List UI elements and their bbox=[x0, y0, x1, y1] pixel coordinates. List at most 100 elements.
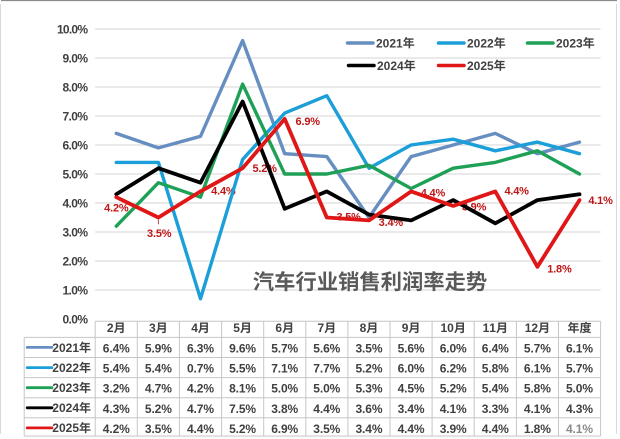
svg-text:1.0%: 1.0% bbox=[63, 283, 89, 297]
svg-text:3.8%: 3.8% bbox=[271, 402, 298, 416]
svg-text:11: 11 bbox=[483, 321, 497, 335]
svg-text:6: 6 bbox=[275, 321, 282, 335]
svg-text:5.4%: 5.4% bbox=[482, 382, 509, 396]
svg-text:3: 3 bbox=[149, 321, 156, 335]
svg-text:8: 8 bbox=[360, 321, 367, 335]
svg-text:4.0%: 4.0% bbox=[63, 196, 89, 210]
svg-text:5.5%: 5.5% bbox=[229, 362, 256, 376]
svg-text:4.4%: 4.4% bbox=[187, 422, 214, 436]
svg-text:6.4%: 6.4% bbox=[482, 341, 509, 355]
svg-text:2024: 2024 bbox=[52, 401, 79, 415]
svg-text:4.2%: 4.2% bbox=[187, 382, 214, 396]
svg-text:2023: 2023 bbox=[556, 36, 583, 50]
svg-text:4.5%: 4.5% bbox=[398, 382, 425, 396]
svg-text:10: 10 bbox=[441, 321, 455, 335]
svg-text:1.8%: 1.8% bbox=[524, 422, 551, 436]
svg-text:5.7%: 5.7% bbox=[524, 341, 551, 355]
svg-text:2021: 2021 bbox=[376, 36, 403, 50]
svg-text:3.0%: 3.0% bbox=[63, 225, 89, 239]
svg-text:4.1%: 4.1% bbox=[588, 195, 613, 207]
svg-text:4.7%: 4.7% bbox=[187, 402, 214, 416]
svg-text:4.4%: 4.4% bbox=[313, 402, 340, 416]
svg-text:0.0%: 0.0% bbox=[63, 312, 89, 326]
svg-text:4.4%: 4.4% bbox=[504, 186, 529, 198]
svg-text:5.2%: 5.2% bbox=[252, 163, 277, 175]
svg-text:8.0%: 8.0% bbox=[63, 80, 89, 94]
svg-text:5: 5 bbox=[233, 321, 240, 335]
svg-text:4: 4 bbox=[191, 321, 198, 335]
svg-text:9.6%: 9.6% bbox=[229, 341, 256, 355]
svg-text:5.8%: 5.8% bbox=[482, 362, 509, 376]
svg-text:6.4%: 6.4% bbox=[103, 341, 130, 355]
svg-text:4.3%: 4.3% bbox=[566, 402, 593, 416]
svg-text:0.7%: 0.7% bbox=[187, 362, 214, 376]
svg-text:2022: 2022 bbox=[467, 36, 494, 50]
svg-text:3.4%: 3.4% bbox=[398, 402, 425, 416]
svg-text:1.8%: 1.8% bbox=[547, 263, 572, 275]
svg-text:2025: 2025 bbox=[52, 421, 79, 435]
svg-text:7.0%: 7.0% bbox=[63, 109, 89, 123]
svg-text:6.9%: 6.9% bbox=[296, 116, 321, 128]
svg-text:5.6%: 5.6% bbox=[398, 341, 425, 355]
svg-text:5.2%: 5.2% bbox=[229, 422, 256, 436]
svg-text:5.0%: 5.0% bbox=[271, 382, 298, 396]
svg-text:5.2%: 5.2% bbox=[440, 382, 467, 396]
svg-text:6.1%: 6.1% bbox=[566, 341, 593, 355]
svg-text:5.7%: 5.7% bbox=[566, 362, 593, 376]
svg-text:5.2%: 5.2% bbox=[356, 362, 383, 376]
svg-text:7.7%: 7.7% bbox=[313, 362, 340, 376]
svg-text:4.1%: 4.1% bbox=[524, 402, 551, 416]
svg-text:4.4%: 4.4% bbox=[398, 422, 425, 436]
svg-text:6.0%: 6.0% bbox=[63, 138, 89, 152]
svg-text:3.5%: 3.5% bbox=[147, 228, 172, 240]
svg-text:6.0%: 6.0% bbox=[440, 341, 467, 355]
svg-text:7.5%: 7.5% bbox=[229, 402, 256, 416]
svg-text:2022: 2022 bbox=[52, 361, 79, 375]
svg-text:12: 12 bbox=[525, 321, 539, 335]
svg-text:4.4%: 4.4% bbox=[482, 422, 509, 436]
svg-text:3.5%: 3.5% bbox=[145, 422, 172, 436]
svg-text:3.2%: 3.2% bbox=[103, 382, 130, 396]
svg-text:6.9%: 6.9% bbox=[271, 422, 298, 436]
svg-text:10.0%: 10.0% bbox=[57, 22, 88, 36]
svg-text:5.9%: 5.9% bbox=[145, 341, 172, 355]
svg-text:2.0%: 2.0% bbox=[63, 254, 89, 268]
svg-text:5.6%: 5.6% bbox=[313, 341, 340, 355]
svg-text:3.5%: 3.5% bbox=[313, 422, 340, 436]
svg-text:5.3%: 5.3% bbox=[356, 382, 383, 396]
svg-text:5.2%: 5.2% bbox=[145, 402, 172, 416]
svg-text:2021: 2021 bbox=[52, 341, 79, 355]
svg-text:4.4%: 4.4% bbox=[211, 186, 236, 198]
svg-text:4.2%: 4.2% bbox=[104, 203, 129, 215]
svg-text:3.4%: 3.4% bbox=[356, 422, 383, 436]
svg-text:5.8%: 5.8% bbox=[524, 382, 551, 396]
svg-text:3.5%: 3.5% bbox=[356, 341, 383, 355]
svg-text:2024: 2024 bbox=[377, 59, 404, 73]
svg-text:4.7%: 4.7% bbox=[145, 382, 172, 396]
svg-text:4.1%: 4.1% bbox=[440, 402, 467, 416]
svg-text:9.0%: 9.0% bbox=[63, 51, 89, 65]
svg-text:4.3%: 4.3% bbox=[103, 402, 130, 416]
svg-text:4.1%: 4.1% bbox=[566, 422, 593, 436]
svg-text:5.4%: 5.4% bbox=[103, 362, 130, 376]
svg-text:6.0%: 6.0% bbox=[398, 362, 425, 376]
svg-text:5.7%: 5.7% bbox=[271, 341, 298, 355]
svg-text:8.1%: 8.1% bbox=[229, 382, 256, 396]
svg-text:7.1%: 7.1% bbox=[271, 362, 298, 376]
svg-text:2023: 2023 bbox=[52, 381, 79, 395]
svg-text:6.1%: 6.1% bbox=[524, 362, 551, 376]
svg-text:9: 9 bbox=[402, 321, 409, 335]
svg-text:6.3%: 6.3% bbox=[187, 341, 214, 355]
svg-text:5.0%: 5.0% bbox=[313, 382, 340, 396]
svg-text:6.2%: 6.2% bbox=[440, 362, 467, 376]
svg-text:5.0%: 5.0% bbox=[566, 382, 593, 396]
svg-text:2025: 2025 bbox=[467, 59, 494, 73]
svg-text:5.0%: 5.0% bbox=[63, 167, 89, 181]
svg-text:4.2%: 4.2% bbox=[103, 422, 130, 436]
svg-text:3.3%: 3.3% bbox=[482, 402, 509, 416]
svg-text:3.9%: 3.9% bbox=[440, 422, 467, 436]
svg-text:2: 2 bbox=[107, 321, 114, 335]
svg-text:5.4%: 5.4% bbox=[145, 362, 172, 376]
svg-text:3.6%: 3.6% bbox=[356, 402, 383, 416]
svg-text:7: 7 bbox=[318, 321, 325, 335]
